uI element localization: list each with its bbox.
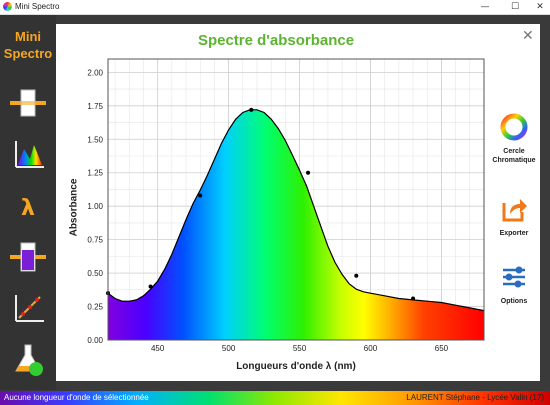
window-title: Mini Spectro [15,2,60,11]
options-button[interactable]: Options [488,262,540,306]
plot-frame [107,58,485,341]
status-message: Aucune longueur d'onde de sélectionnée [4,393,149,402]
absorbance-curve [107,109,485,312]
brand-line-2: Spectro [3,46,53,61]
sample-tool-button[interactable] [6,237,50,277]
spectrum-fill-area [108,109,484,340]
calibration-tool-button[interactable] [6,289,50,329]
color-wheel-icon [500,113,528,141]
data-point-marker [411,296,416,301]
y-tick-label: 1.00 [87,202,103,211]
brand-title: Mini Spectro [0,28,56,62]
kinetics-tool-button[interactable] [6,339,50,379]
sidebar: Mini Spectro λ [0,15,56,390]
x-tick-label: 500 [222,344,236,353]
status-bar: Aucune longueur d'onde de sélectionnée L… [0,391,550,405]
color-wheel-button[interactable]: Cercle Chromatique [488,112,540,165]
brand-line-1: Mini [15,29,41,44]
y-tick-label: 2.00 [87,68,103,77]
panel-close-icon[interactable]: ✕ [522,28,534,44]
x-tick-label: 550 [293,344,307,353]
window-close-button[interactable]: ✕ [536,2,544,12]
wavelength-tool-button[interactable]: λ [6,187,50,227]
x-tick-label: 650 [435,344,449,353]
flask-icon [15,344,43,376]
calibration-line-icon [15,295,44,322]
data-point-marker [198,193,203,198]
absorbance-chart: 0.00 0.25 0.50 0.75 1.00 1.25 1.50 1.75 2.00 450 5… [87,58,485,353]
data-point-marker [354,273,359,278]
maximize-button[interactable]: ☐ [510,2,520,12]
svg-text:λ: λ [21,196,35,221]
x-axis-label: Longueurs d'onde λ (nm) [236,361,356,372]
y-tick-label: 0.25 [87,303,103,312]
y-tick-label: 0.75 [87,236,103,245]
lambda-icon: λ [21,196,35,221]
options-label: Options [500,298,528,305]
cuvette-tool-button[interactable] [6,83,50,123]
main-panel: ✕ Spectre d'absorbance Absorbance Longue… [56,24,540,381]
export-label: Exporter [499,230,529,237]
y-tick-label: 1.50 [87,135,103,144]
spectrum-chart-icon [15,141,44,168]
export-button[interactable]: Exporter [488,194,540,238]
chart-title: Spectre d'absorbance [197,32,355,49]
color-wheel-label-2: Chromatique [492,157,536,164]
spectrum-tool-button[interactable] [6,135,50,175]
x-tick-label: 450 [151,344,165,353]
title-bar: Mini Spectro — ☐ ✕ [0,0,550,15]
data-point-marker [306,170,311,175]
app-logo-icon [3,2,12,11]
status-author: LAURENT Stéphane - Lycée Valin (17) [406,393,544,402]
data-point-marker [249,107,254,112]
sliders-icon [503,266,525,288]
x-tick-label: 600 [364,344,378,353]
y-tick-label: 0.50 [87,269,103,278]
data-point-marker [148,284,153,289]
minimize-button[interactable]: — [480,2,490,12]
y-tick-label: 0.00 [87,336,103,345]
sample-cuvette-icon [10,242,46,272]
y-tick-label: 1.25 [87,169,103,178]
y-tick-label: 1.75 [87,102,103,111]
color-wheel-label-1: Cercle [503,148,525,155]
export-icon [502,199,527,222]
cuvette-icon [10,89,46,117]
